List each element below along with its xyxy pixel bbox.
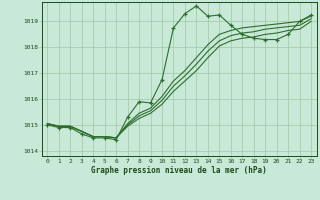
X-axis label: Graphe pression niveau de la mer (hPa): Graphe pression niveau de la mer (hPa) [91,166,267,175]
